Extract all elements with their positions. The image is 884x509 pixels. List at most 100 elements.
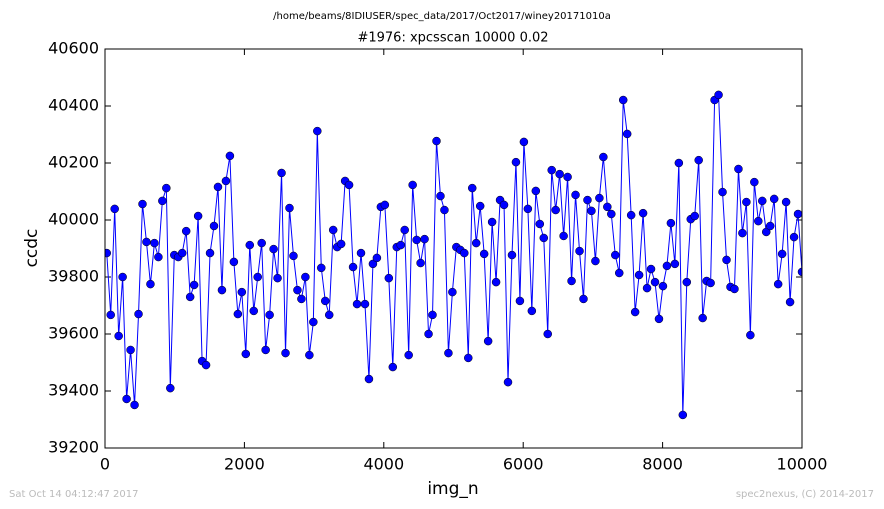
marker [547,165,556,175]
marker [654,314,664,324]
x-tick-label: 6000 [503,455,544,474]
marker [611,250,620,260]
marker [471,238,481,248]
marker [750,177,759,187]
marker [309,317,318,327]
marker [607,209,616,219]
marker [118,272,127,282]
marker [205,248,215,258]
marker [138,199,147,209]
marker [177,248,187,258]
marker [730,284,739,294]
marker [789,232,799,242]
marker [793,209,802,219]
marker [324,310,334,320]
marker [249,306,258,316]
marker [384,273,394,283]
marker [507,250,517,260]
marker [237,287,247,297]
marker [134,309,143,319]
marker [773,279,783,289]
marker [460,248,469,258]
marker [674,158,684,168]
marker [714,90,723,100]
marker [181,226,191,236]
marker [269,244,278,254]
x-axis-label: img_n [427,479,478,499]
marker [761,227,771,237]
x-tick-label: 10000 [777,455,828,474]
marker [483,336,493,346]
y-tick-label: 40200 [48,153,99,172]
marker [742,197,751,207]
marker [209,221,219,231]
marker [261,345,270,355]
marker [265,310,274,320]
marker [221,176,231,186]
marker [698,313,707,323]
suptitle: /home/beams/8IDIUSER/spec_data/2017/Oct2… [273,11,611,22]
marker [591,256,600,266]
marker [587,206,596,216]
marker [364,374,374,384]
marker [122,394,131,404]
marker [670,259,680,269]
marker [408,180,417,190]
marker [666,218,676,228]
marker [511,157,521,167]
y-tick-label: 39400 [48,381,99,400]
marker [539,233,549,243]
marker [420,234,429,244]
marker [467,183,477,193]
x-tick-label: 8000 [642,455,683,474]
marker [475,201,485,211]
marker [531,186,541,196]
marker [706,278,715,288]
marker [348,262,358,272]
marker [142,237,151,247]
marker [722,255,731,265]
marker [273,273,282,283]
marker [229,257,239,267]
marker [618,95,628,105]
marker [360,299,370,309]
marker [567,276,576,286]
marker [352,299,362,309]
chart-title: #1976: xpcsscan 10000 0.02 [357,31,548,46]
marker [436,191,445,201]
marker [650,277,660,287]
marker [233,309,243,319]
marker [487,217,497,227]
marker [555,169,564,179]
marker [213,182,223,192]
marker [785,297,795,307]
y-tick-label: 40000 [48,210,99,229]
marker [734,164,743,174]
marker [285,203,294,213]
marker [321,296,330,306]
marker [336,239,346,249]
marker [765,221,775,231]
marker [380,200,390,210]
y-tick-label: 39600 [48,324,99,343]
marker [527,306,537,316]
marker [583,195,592,205]
marker [130,400,139,410]
marker [105,248,111,258]
marker [313,126,322,136]
marker [400,225,409,235]
y-tick-label: 39200 [48,438,99,457]
marker [217,285,227,295]
marker [201,360,211,370]
marker [559,231,568,241]
marker [523,204,533,214]
marker [416,258,425,268]
marker [356,248,366,258]
marker [444,348,453,358]
marker [603,202,612,212]
marker [777,249,787,259]
marker [682,277,692,287]
marker [150,238,159,248]
marker [388,362,398,372]
